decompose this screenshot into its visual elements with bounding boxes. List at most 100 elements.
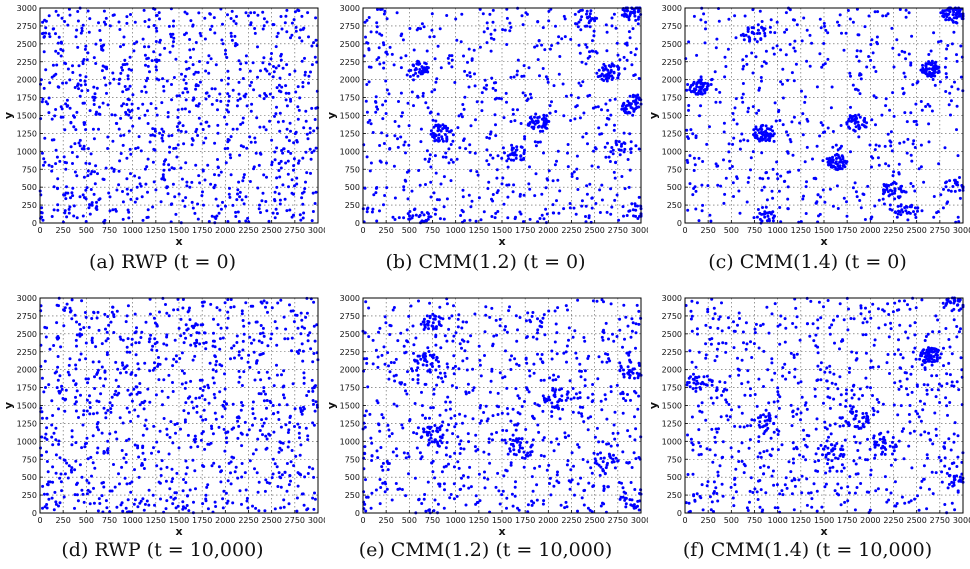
scatter-point xyxy=(541,26,545,30)
scatter-point xyxy=(61,49,65,53)
scatter-point xyxy=(155,324,159,328)
scatter-point xyxy=(105,330,109,334)
scatter-point xyxy=(138,391,142,395)
scatter-point xyxy=(368,118,372,122)
scatter-point xyxy=(569,397,573,401)
scatter-point xyxy=(489,36,493,40)
scatter-point xyxy=(692,80,696,84)
scatter-point xyxy=(851,20,855,24)
scatter-point xyxy=(586,142,589,146)
scatter-point xyxy=(109,410,113,414)
scatter-point xyxy=(514,428,518,432)
scatter-point xyxy=(514,153,518,157)
scatter-point xyxy=(139,336,143,339)
scatter-point xyxy=(580,414,584,418)
scatter-point xyxy=(273,462,277,466)
scatter-point xyxy=(137,367,141,371)
scatter-point xyxy=(529,96,533,100)
scatter-point xyxy=(538,217,542,220)
scatter-point xyxy=(561,407,565,411)
scatter-point xyxy=(218,308,222,312)
scatter-point xyxy=(223,147,227,151)
scatter-point xyxy=(467,440,471,444)
scatter-point xyxy=(583,384,587,388)
scatter-point xyxy=(495,333,499,337)
scatter-point xyxy=(547,9,551,13)
scatter-point xyxy=(573,12,577,16)
scatter-point xyxy=(207,220,211,223)
scatter-point xyxy=(421,427,425,431)
scatter-point xyxy=(854,190,858,194)
scatter-point xyxy=(235,341,239,344)
scatter-point xyxy=(60,387,64,391)
scatter-point xyxy=(198,80,202,84)
scatter-point xyxy=(936,210,940,214)
scatter-point xyxy=(436,44,440,48)
scatter-point xyxy=(119,45,122,49)
scatter-point xyxy=(633,53,637,57)
scatter-point xyxy=(94,42,98,46)
scatter-point xyxy=(758,127,762,131)
scatter-point xyxy=(536,220,540,224)
scatter-point xyxy=(143,85,147,89)
scatter-point xyxy=(554,24,557,28)
scatter-point xyxy=(420,65,424,69)
scatter-point xyxy=(416,94,420,98)
scatter-point xyxy=(788,42,792,46)
scatter-point xyxy=(582,503,586,507)
scatter-point xyxy=(203,447,207,451)
scatter-point xyxy=(793,49,797,53)
scatter-point xyxy=(512,75,516,79)
scatter-point xyxy=(231,88,235,92)
scatter-points xyxy=(38,6,320,225)
scatter-point xyxy=(602,62,606,66)
scatter-point xyxy=(90,201,94,205)
scatter-point xyxy=(868,143,872,147)
scatter-point xyxy=(306,472,310,475)
scatter-point xyxy=(576,298,580,302)
scatter-point xyxy=(125,103,129,106)
scatter-point xyxy=(71,71,75,74)
y-tick-label: 1000 xyxy=(340,437,360,446)
scatter-point xyxy=(461,210,465,214)
scatter-point xyxy=(40,376,44,380)
scatter-point xyxy=(56,208,60,212)
scatter-point xyxy=(199,323,203,327)
scatter-point xyxy=(77,64,81,68)
scatter-point xyxy=(404,151,407,155)
scatter-point xyxy=(554,110,558,113)
scatter-point xyxy=(74,367,78,371)
scatter-point xyxy=(585,192,589,196)
scatter-point xyxy=(688,182,692,186)
scatter-point xyxy=(563,506,567,510)
scatter-point xyxy=(563,431,567,435)
scatter-point xyxy=(264,392,267,396)
scatter-point xyxy=(194,163,198,167)
scatter-point xyxy=(449,179,453,183)
scatter-point xyxy=(396,137,399,141)
scatter-point xyxy=(295,313,299,317)
scatter-point xyxy=(277,418,281,421)
scatter-point xyxy=(949,113,952,117)
scatter-point xyxy=(157,58,161,62)
scatter-point xyxy=(695,85,699,89)
scatter-point xyxy=(68,106,72,110)
scatter-point xyxy=(114,430,118,434)
scatter-point xyxy=(916,209,919,213)
scatter-point xyxy=(385,134,389,138)
scatter-point xyxy=(226,298,230,302)
scatter-point xyxy=(515,73,519,77)
scatter-point xyxy=(947,103,951,107)
scatter-point xyxy=(761,177,765,181)
scatter-point xyxy=(803,100,807,104)
scatter-point xyxy=(760,130,763,134)
scatter-point xyxy=(488,461,492,465)
scatter-point xyxy=(167,168,171,172)
scatter-point xyxy=(420,72,424,76)
scatter-point xyxy=(714,100,718,104)
scatter-point xyxy=(181,199,185,203)
scatter-point xyxy=(270,138,274,142)
scatter-point xyxy=(597,68,601,72)
scatter-point xyxy=(196,84,200,88)
scatter-point xyxy=(59,105,63,109)
